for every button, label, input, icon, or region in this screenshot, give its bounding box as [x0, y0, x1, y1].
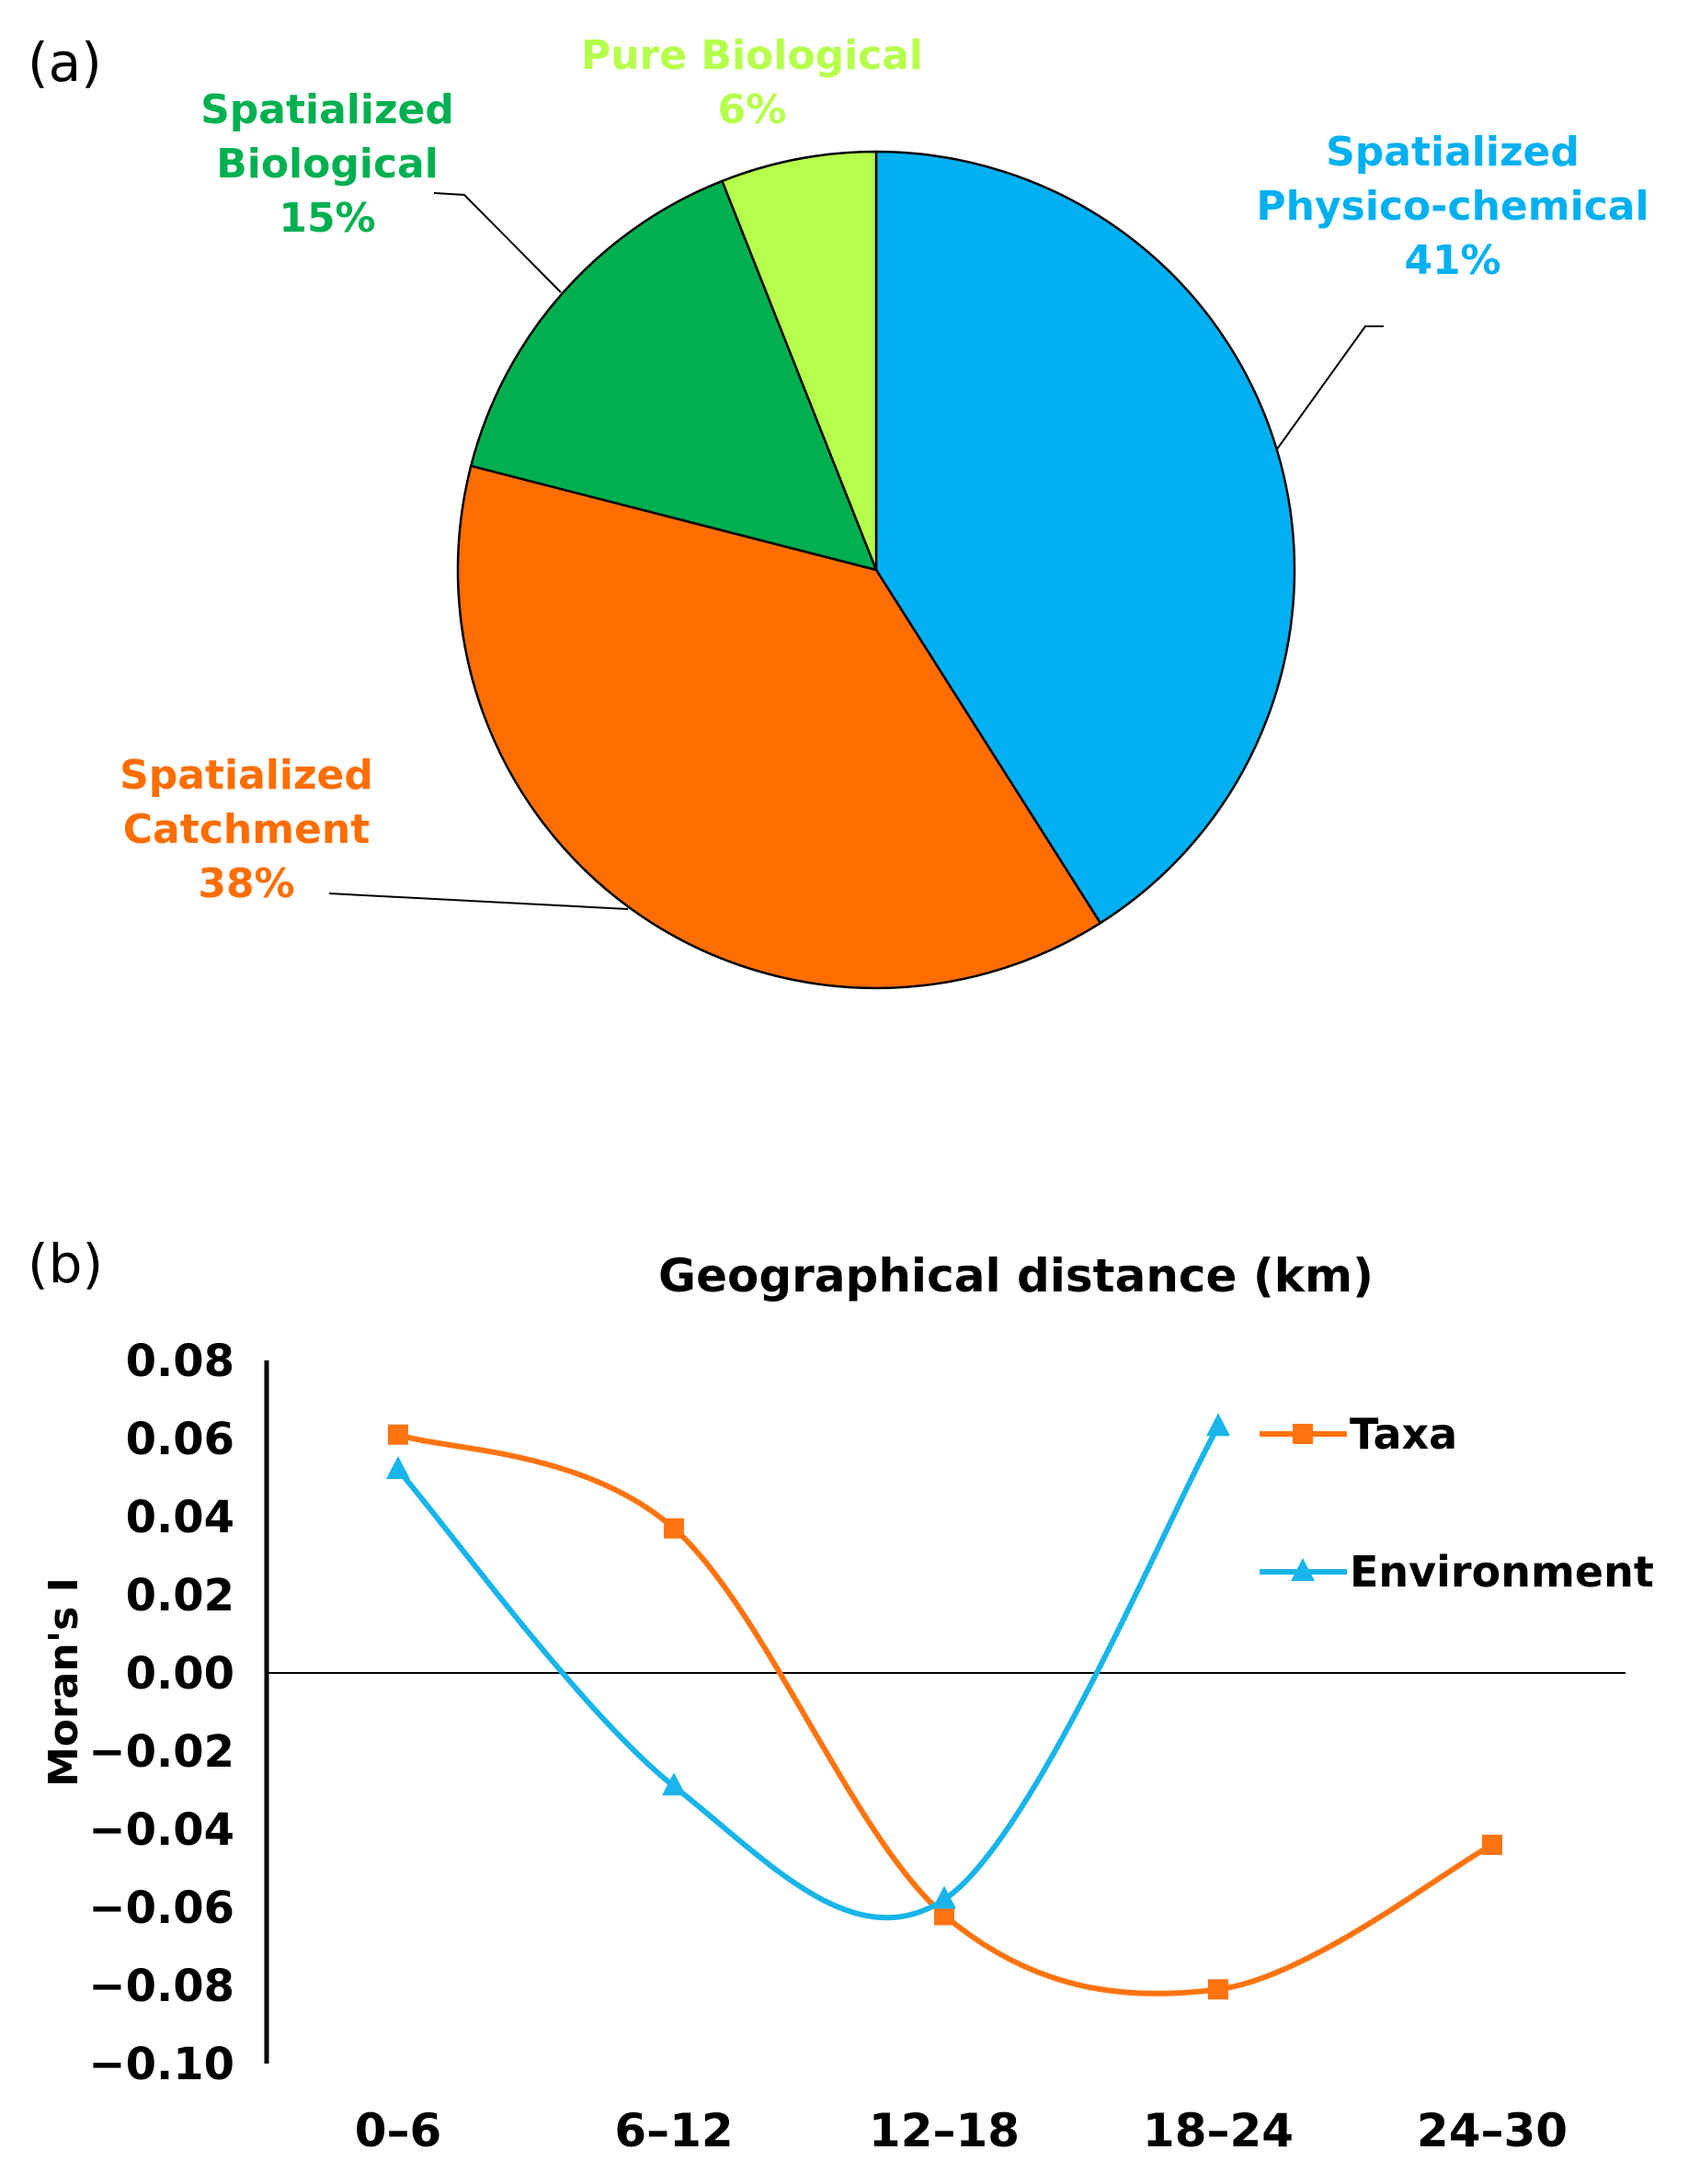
pie-label-spatialized-physico-chemical: Spatialized Physico-chemical 41% — [1256, 129, 1648, 284]
pie-label-pure-biological: Pure Biological 6% — [581, 32, 923, 133]
y-tick-label: −0.08 — [88, 1961, 234, 2012]
x-tick-label: 24–30 — [1417, 2104, 1568, 2157]
series-line-environment — [395, 1425, 1221, 1921]
y-tick-label: −0.10 — [88, 2039, 234, 2090]
y-tick-label: −0.04 — [88, 1804, 234, 1856]
pie-slice-spatialized-catchment — [456, 464, 1102, 990]
panel-b-label: (b) — [28, 1233, 103, 1295]
pie-slice-pure-biological — [720, 150, 878, 571]
y-tick-label: −0.02 — [88, 1726, 234, 1778]
line-chart: 0.08 0.06 0.04 0.02 0.00 −0.02 −0.04 −0.06 −0.08… — [88, 1336, 1625, 2157]
pie-label-spatialized-catchment: Spatialized Catchment 38% — [120, 752, 373, 907]
leader-line-spatialized-catchment — [328, 893, 629, 910]
legend-label-environment: Environment — [1350, 1547, 1654, 1597]
x-tick-label: 18–24 — [1143, 2104, 1294, 2157]
legend: Taxa Environment — [1260, 1409, 1654, 1597]
data-point-taxa — [664, 1518, 684, 1539]
y-tick-label: 0.00 — [126, 1648, 234, 1700]
y-tick-label: 0.06 — [126, 1414, 234, 1465]
x-tick-label: 12–18 — [869, 2104, 1020, 2157]
series-line-taxa — [397, 1431, 1494, 1996]
data-point-environment — [1206, 1413, 1230, 1437]
leader-line-spatialized-biological — [433, 192, 562, 293]
y-tick-label: 0.02 — [126, 1570, 234, 1621]
data-point-taxa — [1208, 1979, 1228, 2000]
pie-chart — [456, 150, 1296, 990]
y-tick-label: −0.06 — [88, 1883, 234, 1934]
legend-marker-environment — [1291, 1558, 1315, 1581]
data-point-environment — [662, 1772, 686, 1796]
pie-slice-spatialized-physico-chemical — [874, 150, 1296, 925]
line-chart-title: Geographical distance (km) — [658, 1249, 1374, 1302]
panel-a-label: (a) — [28, 31, 102, 94]
data-point-environment — [932, 1885, 956, 1909]
x-tick-label: 6–12 — [614, 2104, 733, 2157]
y-tick-label: 0.04 — [126, 1492, 234, 1543]
x-tick-label: 0–6 — [355, 2104, 442, 2157]
y-axis-label: Moran's I — [40, 1577, 87, 1787]
pie-labels: Spatialized Physico-chemical 41% Spatialize… — [120, 32, 1649, 910]
data-point-taxa — [934, 1905, 954, 1926]
pie-label-spatialized-biological: Spatialized Biological 15% — [200, 86, 454, 242]
pie-slice-spatialized-biological — [469, 179, 879, 572]
data-point-taxa — [388, 1424, 408, 1445]
data-point-environment — [386, 1456, 410, 1479]
legend-label-taxa: Taxa — [1350, 1409, 1457, 1459]
legend-marker-taxa — [1293, 1424, 1313, 1444]
y-tick-label: 0.08 — [126, 1336, 234, 1387]
leader-line-spatialized-physico-chemical — [1275, 325, 1384, 451]
data-point-taxa — [1482, 1835, 1502, 1855]
